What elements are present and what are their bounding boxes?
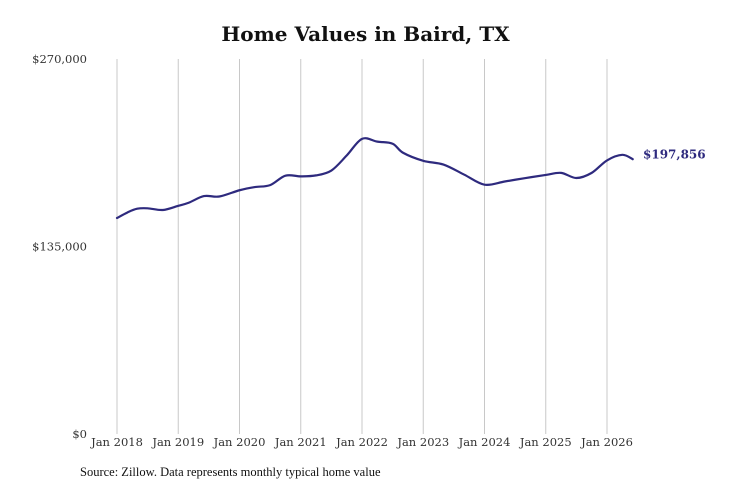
x-tick-label: Jan 2018 (90, 435, 143, 449)
x-tick-label: Jan 2025 (519, 435, 572, 449)
x-tick-label: Jan 2024 (458, 435, 511, 449)
x-tick-label: Jan 2020 (213, 435, 266, 449)
source-note: Source: Zillow. Data represents monthly … (80, 465, 381, 479)
end-value-label: $197,856 (643, 148, 706, 162)
x-tick-label: Jan 2019 (151, 435, 204, 449)
chart-title: Home Values in Baird, TX (221, 22, 510, 46)
y-tick-label: $135,000 (32, 240, 87, 254)
series-group (115, 137, 634, 220)
home-value-line (115, 137, 634, 220)
x-tick-label: Jan 2021 (274, 435, 327, 449)
x-tick-label: Jan 2023 (396, 435, 449, 449)
data-labels: $197,856 (643, 148, 706, 162)
y-tick-label: $0 (72, 427, 87, 441)
x-tick-label: Jan 2026 (580, 435, 633, 449)
x-axis-tick-labels: Jan 2018 Jan 2019 Jan 2020 Jan 2021 Jan 2022… (90, 435, 633, 449)
x-gridlines (116, 59, 608, 434)
y-tick-label: $270,000 (32, 52, 87, 66)
x-tick-label: Jan 2022 (335, 435, 388, 449)
y-axis-tick-labels: $0 $135,000 $270,000 (32, 52, 87, 441)
